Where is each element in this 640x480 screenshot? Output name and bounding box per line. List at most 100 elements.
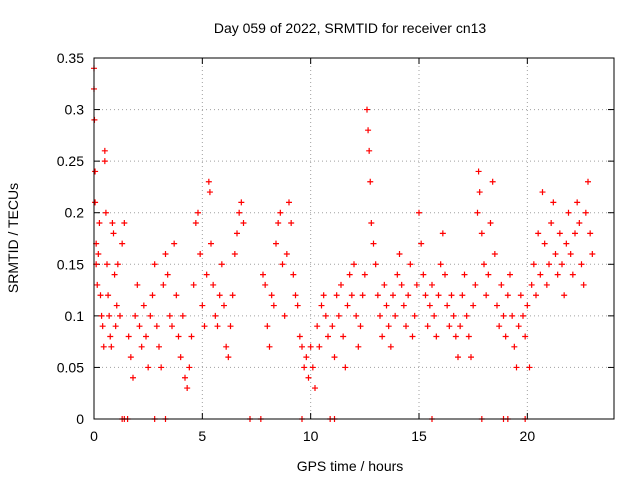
- data-point: [426, 302, 433, 309]
- data-point: [98, 312, 105, 319]
- data-point: [99, 323, 106, 330]
- data-point: [355, 343, 362, 350]
- data-point: [439, 230, 446, 237]
- data-point: [325, 333, 331, 340]
- data-point: [231, 250, 238, 257]
- data-point: [489, 178, 496, 185]
- data-point: [107, 333, 114, 340]
- data-point: [416, 209, 422, 216]
- data-point: [110, 230, 117, 237]
- data-point: [400, 302, 407, 309]
- data-point: [359, 292, 366, 299]
- data-point: [136, 323, 143, 330]
- data-point: [511, 343, 518, 350]
- data-point: [92, 199, 99, 206]
- data-point: [394, 271, 401, 278]
- data-point: [556, 230, 563, 237]
- data-point: [554, 271, 561, 278]
- data-point: [372, 261, 379, 268]
- data-point: [509, 312, 516, 319]
- data-point: [186, 364, 193, 371]
- y-tick-label: 0.15: [57, 256, 84, 272]
- data-point: [513, 364, 520, 371]
- data-point: [411, 312, 418, 319]
- data-point: [433, 333, 440, 340]
- data-point: [582, 209, 589, 216]
- data-point: [145, 364, 152, 371]
- data-point: [502, 333, 509, 340]
- data-point: [223, 343, 230, 350]
- data-point: [487, 220, 494, 227]
- data-point: [576, 220, 583, 227]
- data-point: [459, 292, 466, 299]
- data-point: [273, 240, 279, 247]
- data-point: [396, 250, 403, 257]
- data-point: [240, 220, 247, 227]
- data-point: [318, 302, 325, 309]
- data-point: [496, 323, 503, 330]
- data-point: [500, 312, 507, 319]
- data-point: [294, 302, 301, 309]
- x-axis: 0 5 10 15 20: [90, 58, 535, 444]
- data-point: [377, 312, 383, 319]
- data-point: [422, 292, 429, 299]
- data-point: [164, 271, 171, 278]
- data-point: [316, 343, 323, 350]
- data-point: [279, 261, 286, 268]
- data-point: [561, 292, 568, 299]
- data-point: [100, 343, 107, 350]
- data-point: [108, 343, 115, 350]
- data-point: [481, 261, 487, 268]
- data-point: [533, 292, 539, 299]
- data-point: [392, 312, 399, 319]
- data-point: [236, 209, 243, 216]
- data-point: [485, 271, 492, 278]
- data-point: [117, 312, 123, 319]
- data-point: [214, 323, 221, 330]
- data-point: [138, 343, 145, 350]
- data-point: [151, 261, 158, 268]
- data-point: [329, 323, 336, 330]
- data-point: [475, 168, 482, 175]
- data-point: [472, 281, 479, 288]
- data-point: [370, 240, 377, 247]
- data-point: [109, 220, 116, 227]
- data-point: [283, 250, 290, 257]
- data-point: [543, 281, 550, 288]
- data-point: [364, 106, 370, 113]
- y-tick-label: 0.05: [57, 359, 84, 375]
- data-point: [517, 292, 524, 299]
- data-point: [96, 220, 103, 227]
- data-point: [201, 323, 208, 330]
- data-point: [179, 312, 186, 319]
- data-point: [405, 292, 412, 299]
- data-point: [260, 271, 266, 278]
- data-point: [580, 281, 587, 288]
- data-point: [162, 250, 169, 257]
- data-point: [130, 374, 136, 381]
- data-point: [470, 302, 477, 309]
- data-point: [218, 261, 225, 268]
- data-point: [446, 323, 453, 330]
- data-point: [111, 271, 118, 278]
- data-point: [333, 292, 340, 299]
- data-point: [340, 333, 347, 340]
- data-point: [160, 281, 167, 288]
- data-point: [173, 292, 180, 299]
- data-point: [424, 323, 431, 330]
- data-point: [504, 292, 511, 299]
- data-point: [515, 323, 522, 330]
- data-point: [281, 312, 288, 319]
- data-point: [205, 178, 212, 185]
- grid-lines: [94, 58, 614, 419]
- data-points: [91, 65, 596, 422]
- data-point: [199, 302, 206, 309]
- data-point: [565, 209, 572, 216]
- data-point: [468, 354, 474, 361]
- data-point: [435, 292, 442, 299]
- data-point: [114, 261, 121, 268]
- data-point: [407, 261, 414, 268]
- data-point: [208, 240, 214, 247]
- y-tick-label: 0.2: [65, 205, 85, 221]
- data-point: [182, 374, 188, 381]
